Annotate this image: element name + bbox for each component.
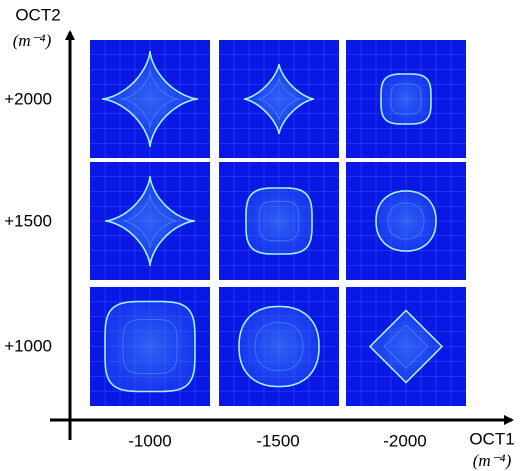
x-axis-unit: (m⁻⁴)	[473, 451, 512, 470]
y-axis-unit: (m⁻⁴)	[13, 31, 52, 50]
y-axis-label: OCT2	[15, 5, 60, 24]
x-axis-label: OCT1	[469, 429, 514, 448]
figure: OCT2 (m⁻⁴) +2000 +1500 +1000 -1000 -1500…	[0, 0, 523, 471]
beam-profile	[376, 191, 436, 251]
beam-profile	[381, 74, 431, 124]
y-tick-label: +2000	[4, 89, 52, 108]
x-tick-label: -1500	[256, 431, 299, 450]
y-tick-label: +1000	[4, 336, 52, 355]
x-tick-label: -2000	[383, 431, 426, 450]
beam-profile	[246, 188, 312, 254]
panels	[90, 40, 466, 406]
y-tick-label: +1500	[4, 211, 52, 230]
beam-profile	[239, 307, 319, 387]
x-tick-label: -1000	[128, 431, 171, 450]
beam-profile	[105, 302, 195, 392]
